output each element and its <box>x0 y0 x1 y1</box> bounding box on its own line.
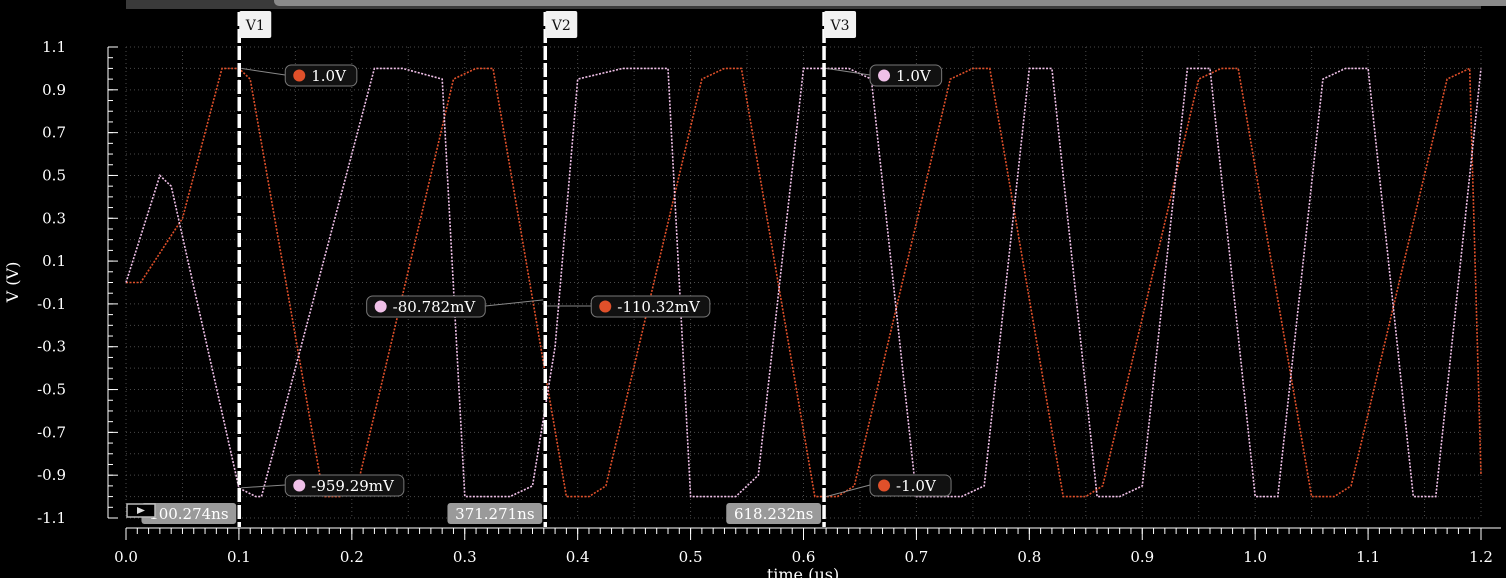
series-line-1 <box>126 67 1482 498</box>
x-tick-label: 0.4 <box>566 548 590 566</box>
marker-box <box>366 295 486 318</box>
x-tick-label: 0.3 <box>453 548 477 566</box>
cursor-tab-v1[interactable] <box>239 11 272 38</box>
x-tick-label: 1.1 <box>1356 548 1380 566</box>
marker-box <box>869 64 943 87</box>
y-tick-label: 0.5 <box>42 166 66 184</box>
cursor-label: V3 <box>830 18 850 34</box>
toolbar-strip <box>126 0 1506 9</box>
play-icon[interactable] <box>126 503 156 518</box>
marker-dot <box>374 300 387 313</box>
series-layer <box>125 67 1482 498</box>
axes: 1.1 0.9 0.7 0.5 0.3 0.1 -0.1 -0.3 -0.5 -0.7 -0.9 -1… <box>37 38 1501 566</box>
marker-layer: 1.0V -959.29mV -80.782mV -110.32mV 1.0V -1.0V <box>241 64 952 498</box>
marker-leader <box>241 67 286 76</box>
series-line-2 <box>125 67 1482 498</box>
toolbar-scroll-thumb[interactable] <box>274 0 1506 6</box>
cursor-tab-v3[interactable] <box>824 11 857 38</box>
cursor-time-badge <box>726 503 822 524</box>
x-tick-label: 0.9 <box>1130 548 1154 566</box>
marker-value: 1.0V <box>896 67 932 85</box>
marker-value: -110.32mV <box>617 298 701 316</box>
cursor-time: 618.232ns <box>734 505 813 523</box>
marker-value: -80.782mV <box>393 298 477 316</box>
y-tick-label: 1.1 <box>42 38 66 56</box>
marker-box <box>869 474 952 497</box>
y-tick-label: 0.9 <box>42 81 66 99</box>
y-tick-label: 0.3 <box>42 209 66 227</box>
y-tick-label: -0.3 <box>37 338 66 356</box>
marker-leader <box>485 299 544 307</box>
y-tick-label: -0.1 <box>37 295 66 313</box>
x-tick-label: 1.0 <box>1243 548 1267 566</box>
x-tick-label: 0.1 <box>227 548 251 566</box>
y-axis-label: V (V) <box>3 262 22 304</box>
marker-value: -959.29mV <box>311 477 395 495</box>
marker-dot <box>878 69 891 82</box>
marker-dot <box>293 69 306 82</box>
marker-value: -1.0V <box>896 477 937 495</box>
marker-box <box>284 64 358 87</box>
x-tick-label: 0.6 <box>792 548 816 566</box>
cursor-time: 100.274ns <box>149 505 228 523</box>
marker-box <box>284 474 405 497</box>
cursor-label: V1 <box>245 18 265 34</box>
x-tick-label: 0.0 <box>114 548 138 566</box>
y-tick-label: 0.7 <box>42 124 66 142</box>
marker-dot <box>599 300 612 313</box>
y-tick-label: 0.1 <box>42 252 66 270</box>
x-tick-label: 0.5 <box>679 548 703 566</box>
x-tick-label: 1.2 <box>1469 548 1493 566</box>
x-tick-label: 0.7 <box>904 548 928 566</box>
grid <box>125 46 1482 519</box>
cursor-time-badge <box>141 503 237 524</box>
x-tick-label: 0.8 <box>1017 548 1041 566</box>
y-tick-label: -1.1 <box>37 509 66 527</box>
marker-value: 1.0V <box>311 67 347 85</box>
x-axis-label: time (μs) <box>767 565 839 578</box>
marker-dot <box>293 479 306 492</box>
marker-leader <box>825 484 871 498</box>
marker-leader <box>825 67 871 76</box>
marker-box <box>590 295 711 318</box>
y-tick-label: -0.5 <box>37 381 66 399</box>
y-tick-label: -0.9 <box>37 466 66 484</box>
marker-dot <box>878 479 891 492</box>
cursor-tab-v2[interactable] <box>545 11 578 38</box>
cursor-layer[interactable]: V1 100.274ns V2 371.271ns V3 618.232ns <box>141 11 857 527</box>
cursor-label: V2 <box>551 18 571 34</box>
marker-leader <box>241 484 286 489</box>
x-tick-label: 0.2 <box>340 548 364 566</box>
cursor-time-badge <box>447 503 543 524</box>
y-tick-label: -0.7 <box>37 423 66 441</box>
cursor-time: 371.271ns <box>455 505 534 523</box>
